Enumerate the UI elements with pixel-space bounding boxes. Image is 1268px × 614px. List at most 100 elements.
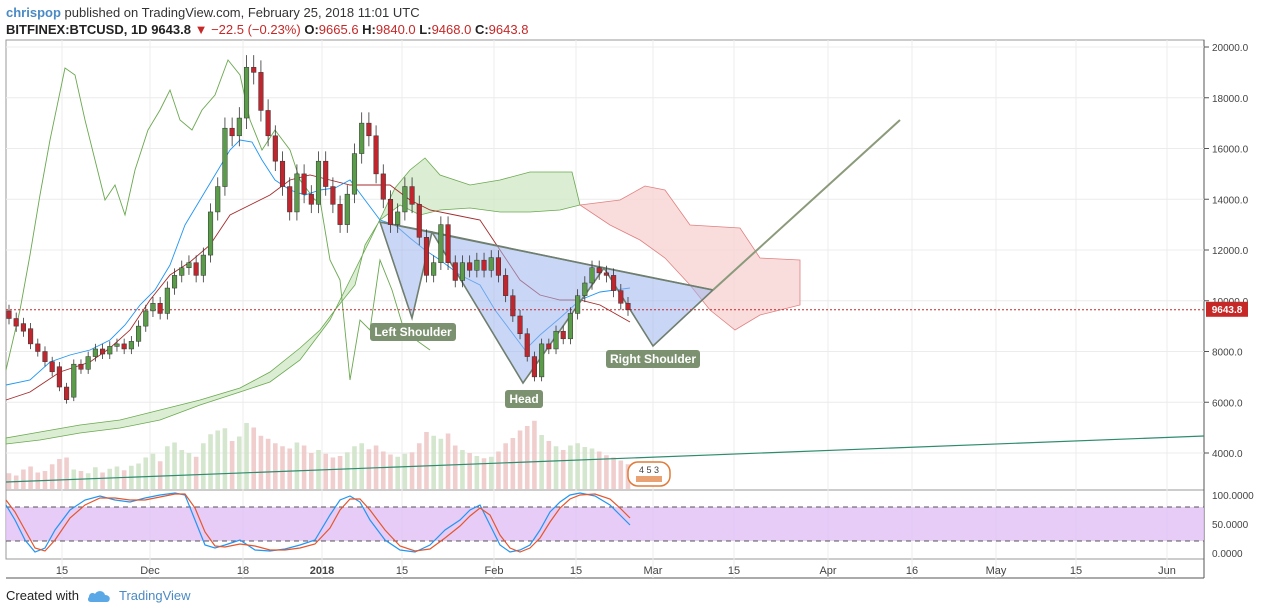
volume-bar bbox=[460, 450, 465, 489]
price-tick-label: 4000.0 bbox=[1212, 449, 1243, 460]
time-tick-label: 15 bbox=[728, 565, 740, 577]
volume-bar bbox=[280, 446, 285, 489]
candle-body bbox=[179, 267, 185, 276]
left-shoulder-badge bbox=[370, 323, 456, 341]
candle-body bbox=[459, 262, 466, 281]
candle-body bbox=[92, 348, 98, 357]
volume-bar bbox=[517, 430, 523, 489]
time-tick-label: Apr bbox=[819, 565, 836, 577]
volume-marker[interactable]: 4 5 3 bbox=[627, 461, 671, 487]
stoch-d-line bbox=[5, 493, 631, 553]
open-label: O: bbox=[304, 22, 319, 37]
price-tick-label: 6000.0 bbox=[1212, 398, 1243, 409]
candle-body bbox=[272, 135, 278, 162]
candle-body bbox=[395, 211, 401, 225]
candle-body bbox=[611, 275, 617, 291]
volume-bar bbox=[553, 446, 559, 489]
volume-bar bbox=[78, 471, 84, 489]
price-tick-label: 16000.0 bbox=[1212, 145, 1249, 156]
volume-bar bbox=[510, 438, 516, 489]
author-name[interactable]: chrispop bbox=[6, 5, 61, 20]
candle-body bbox=[531, 356, 537, 378]
volume-bar bbox=[395, 456, 400, 489]
candle-body bbox=[128, 341, 134, 350]
high-label: H: bbox=[362, 22, 376, 37]
volume-bar bbox=[323, 453, 328, 489]
candle-body bbox=[596, 267, 602, 274]
stoch-axis[interactable]: 0.0000 50.0000 100.0000 bbox=[1212, 491, 1254, 560]
candle-body bbox=[344, 193, 350, 225]
price-axis[interactable]: 4000.06000.08000.010000.012000.014000.01… bbox=[1204, 43, 1249, 460]
candle-body bbox=[337, 204, 343, 225]
candle-body bbox=[330, 186, 336, 205]
volume-bar bbox=[611, 457, 616, 489]
candle-body bbox=[85, 356, 91, 370]
volume-bar bbox=[409, 452, 415, 489]
volume-bar bbox=[85, 473, 91, 489]
publish-info: published on TradingView.com, February 2… bbox=[64, 5, 420, 20]
volume-bar bbox=[481, 458, 487, 489]
candle-body bbox=[387, 199, 394, 225]
volume-bar bbox=[186, 453, 192, 489]
volume-bar bbox=[150, 453, 156, 489]
lagging-span-line bbox=[5, 59, 431, 381]
candle-body bbox=[481, 259, 487, 271]
candle-body bbox=[445, 224, 451, 263]
time-tick-label: 15 bbox=[56, 565, 68, 577]
head-badge bbox=[505, 390, 543, 408]
volume-bar bbox=[532, 420, 537, 489]
volume-bar bbox=[488, 456, 494, 489]
candle-body bbox=[243, 67, 250, 119]
volume-bar bbox=[503, 443, 508, 489]
volume-bar bbox=[330, 457, 336, 489]
volume-bar bbox=[359, 443, 364, 489]
high-value: 9840.0 bbox=[375, 22, 416, 37]
current-price-tag-bg bbox=[1206, 301, 1248, 317]
right-shoulder-label: Right Shoulder bbox=[610, 352, 696, 366]
volume-bar bbox=[366, 449, 372, 489]
volume-bar bbox=[560, 450, 566, 489]
time-axis[interactable]: 15 Dec 18 2018 15 Feb 15 Mar 15 Apr 16 May 15 Jun bbox=[56, 565, 1176, 577]
time-tick-label: Dec bbox=[140, 565, 160, 577]
volume-bar bbox=[251, 427, 257, 489]
volume-bar bbox=[474, 456, 480, 489]
volume-bar bbox=[380, 451, 386, 489]
target-projection-line bbox=[712, 119, 901, 291]
time-tick-label: 18 bbox=[237, 565, 249, 577]
candle-body bbox=[229, 127, 235, 137]
candle-body bbox=[236, 117, 242, 137]
candle-body bbox=[200, 254, 206, 276]
candle-body bbox=[323, 160, 329, 187]
price-tick-label: 14000.0 bbox=[1212, 195, 1249, 206]
candle-body bbox=[503, 275, 509, 296]
tradingview-brand[interactable]: TradingView bbox=[118, 588, 191, 603]
candle-body bbox=[28, 328, 34, 345]
volume-bar bbox=[337, 456, 343, 489]
candle-body bbox=[359, 122, 365, 154]
price-chart[interactable]: 4 5 3 Left Shoulder Head Right Shoulder … bbox=[0, 0, 1268, 584]
close-label: C: bbox=[474, 22, 489, 37]
volume-bar bbox=[28, 466, 33, 489]
candle-body bbox=[366, 122, 372, 137]
time-tick-label: Jun bbox=[1158, 565, 1176, 577]
candle-body bbox=[589, 267, 595, 284]
volume-bar bbox=[496, 451, 501, 489]
stoch-rsi-pane bbox=[5, 492, 1204, 553]
time-tick-label: 2018 bbox=[310, 565, 334, 577]
candle-body bbox=[49, 361, 55, 373]
candle-body bbox=[222, 127, 228, 187]
candle-body bbox=[171, 275, 178, 289]
volume-bar bbox=[258, 435, 264, 489]
candle-body bbox=[452, 262, 458, 281]
volume-bar bbox=[215, 430, 221, 489]
volume-bar bbox=[294, 442, 300, 489]
candle-body bbox=[114, 343, 120, 347]
candle-body bbox=[423, 237, 430, 276]
volume-bar bbox=[193, 456, 199, 489]
volume-bar bbox=[21, 469, 26, 489]
candle-body bbox=[71, 363, 77, 398]
candle-body bbox=[150, 303, 156, 312]
volume-bar bbox=[201, 443, 206, 489]
volume-bar bbox=[287, 448, 293, 489]
volume-bar bbox=[143, 457, 149, 489]
